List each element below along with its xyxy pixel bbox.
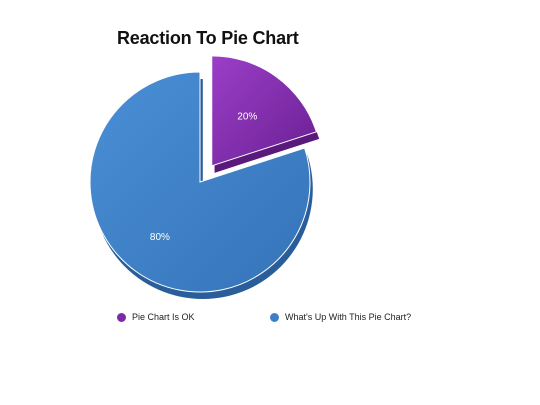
legend-label: What's Up With This Pie Chart?	[285, 312, 412, 322]
legend-label: Pie Chart Is OK	[132, 312, 195, 322]
pie-slice-pie-chart-is-ok	[211, 55, 318, 167]
chart-title: Reaction To Pie Chart	[117, 28, 299, 48]
legend-item-pie-chart-is-ok: Pie Chart Is OK	[117, 312, 195, 322]
legend-swatch-purple	[117, 312, 126, 322]
pie-slice-label: 80%	[150, 232, 170, 243]
legend-item-whats-up: What's Up With This Pie Chart?	[270, 312, 411, 322]
pie-slice-label: 20%	[237, 112, 257, 123]
pie-slice-whats-up	[89, 71, 311, 293]
legend-swatch-blue	[270, 312, 279, 322]
